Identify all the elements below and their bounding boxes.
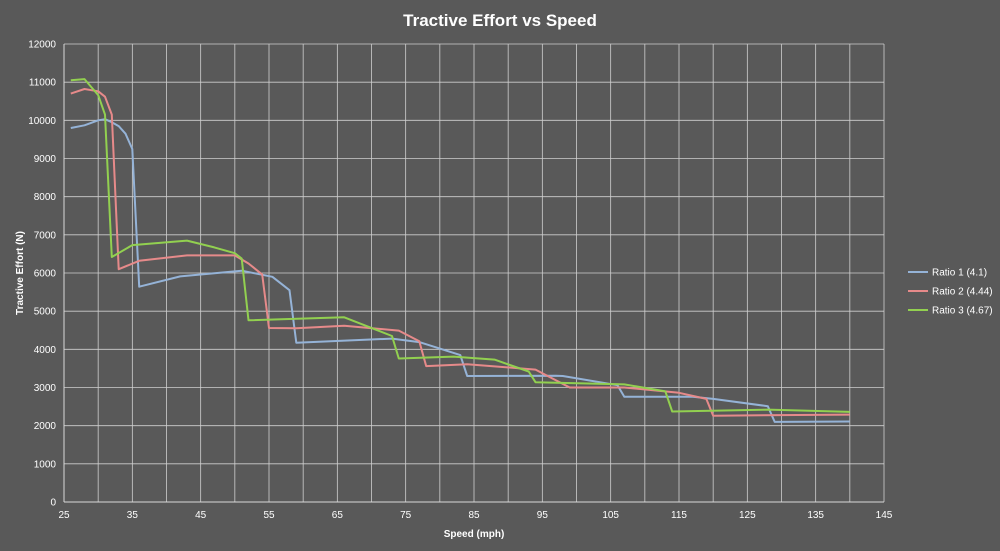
series-line-ratio-2-4-44 bbox=[70, 88, 850, 417]
y-tick-label: 8000 bbox=[34, 192, 57, 203]
x-tick-label: 105 bbox=[602, 510, 619, 521]
y-tick-label: 1000 bbox=[34, 459, 57, 470]
y-tick-label: 4000 bbox=[34, 345, 57, 356]
y-tick-label: 9000 bbox=[34, 154, 57, 165]
chart-title: Tractive Effort vs Speed bbox=[403, 11, 597, 30]
y-axis-label: Tractive Effort (N) bbox=[15, 231, 26, 315]
legend: Ratio 1 (4.1) Ratio 2 (4.44) Ratio 3 (4.67… bbox=[908, 268, 993, 317]
y-tick-label: 0 bbox=[50, 498, 56, 509]
x-tick-label: 145 bbox=[876, 510, 893, 521]
x-tick-label: 75 bbox=[400, 510, 412, 521]
series-line-ratio-1-4-1 bbox=[70, 118, 850, 423]
legend-label: Ratio 3 (4.67) bbox=[932, 306, 993, 317]
y-tick-label: 10000 bbox=[28, 116, 56, 127]
x-tick-label: 65 bbox=[332, 510, 344, 521]
x-axis-ticks: 25 35 45 55 65 75 85 95 105 115 125 135 145 bbox=[58, 510, 892, 521]
x-tick-label: 55 bbox=[263, 510, 275, 521]
y-tick-label: 7000 bbox=[34, 230, 57, 241]
series-lines bbox=[70, 78, 850, 423]
y-axis-ticks: 0 1000 2000 3000 4000 5000 6000 7000 8000 9000 100… bbox=[28, 40, 56, 509]
legend-label: Ratio 1 (4.1) bbox=[932, 268, 987, 279]
y-tick-label: 5000 bbox=[34, 307, 57, 318]
x-tick-label: 35 bbox=[127, 510, 139, 521]
x-axis-label: Speed (mph) bbox=[444, 529, 505, 540]
y-tick-label: 11000 bbox=[29, 78, 57, 89]
y-tick-label: 2000 bbox=[34, 421, 57, 432]
y-tick-label: 3000 bbox=[34, 383, 57, 394]
x-tick-label: 25 bbox=[58, 510, 70, 521]
x-tick-label: 95 bbox=[537, 510, 549, 521]
x-tick-label: 125 bbox=[739, 510, 756, 521]
x-tick-label: 115 bbox=[671, 510, 687, 521]
y-tick-label: 6000 bbox=[34, 269, 57, 280]
series-line-ratio-3-4-67 bbox=[70, 78, 850, 413]
x-tick-label: 135 bbox=[807, 510, 824, 521]
x-tick-label: 85 bbox=[468, 510, 480, 521]
x-tick-label: 45 bbox=[195, 510, 207, 521]
gridlines bbox=[63, 43, 885, 503]
y-tick-label: 12000 bbox=[28, 40, 56, 51]
legend-label: Ratio 2 (4.44) bbox=[932, 287, 993, 298]
